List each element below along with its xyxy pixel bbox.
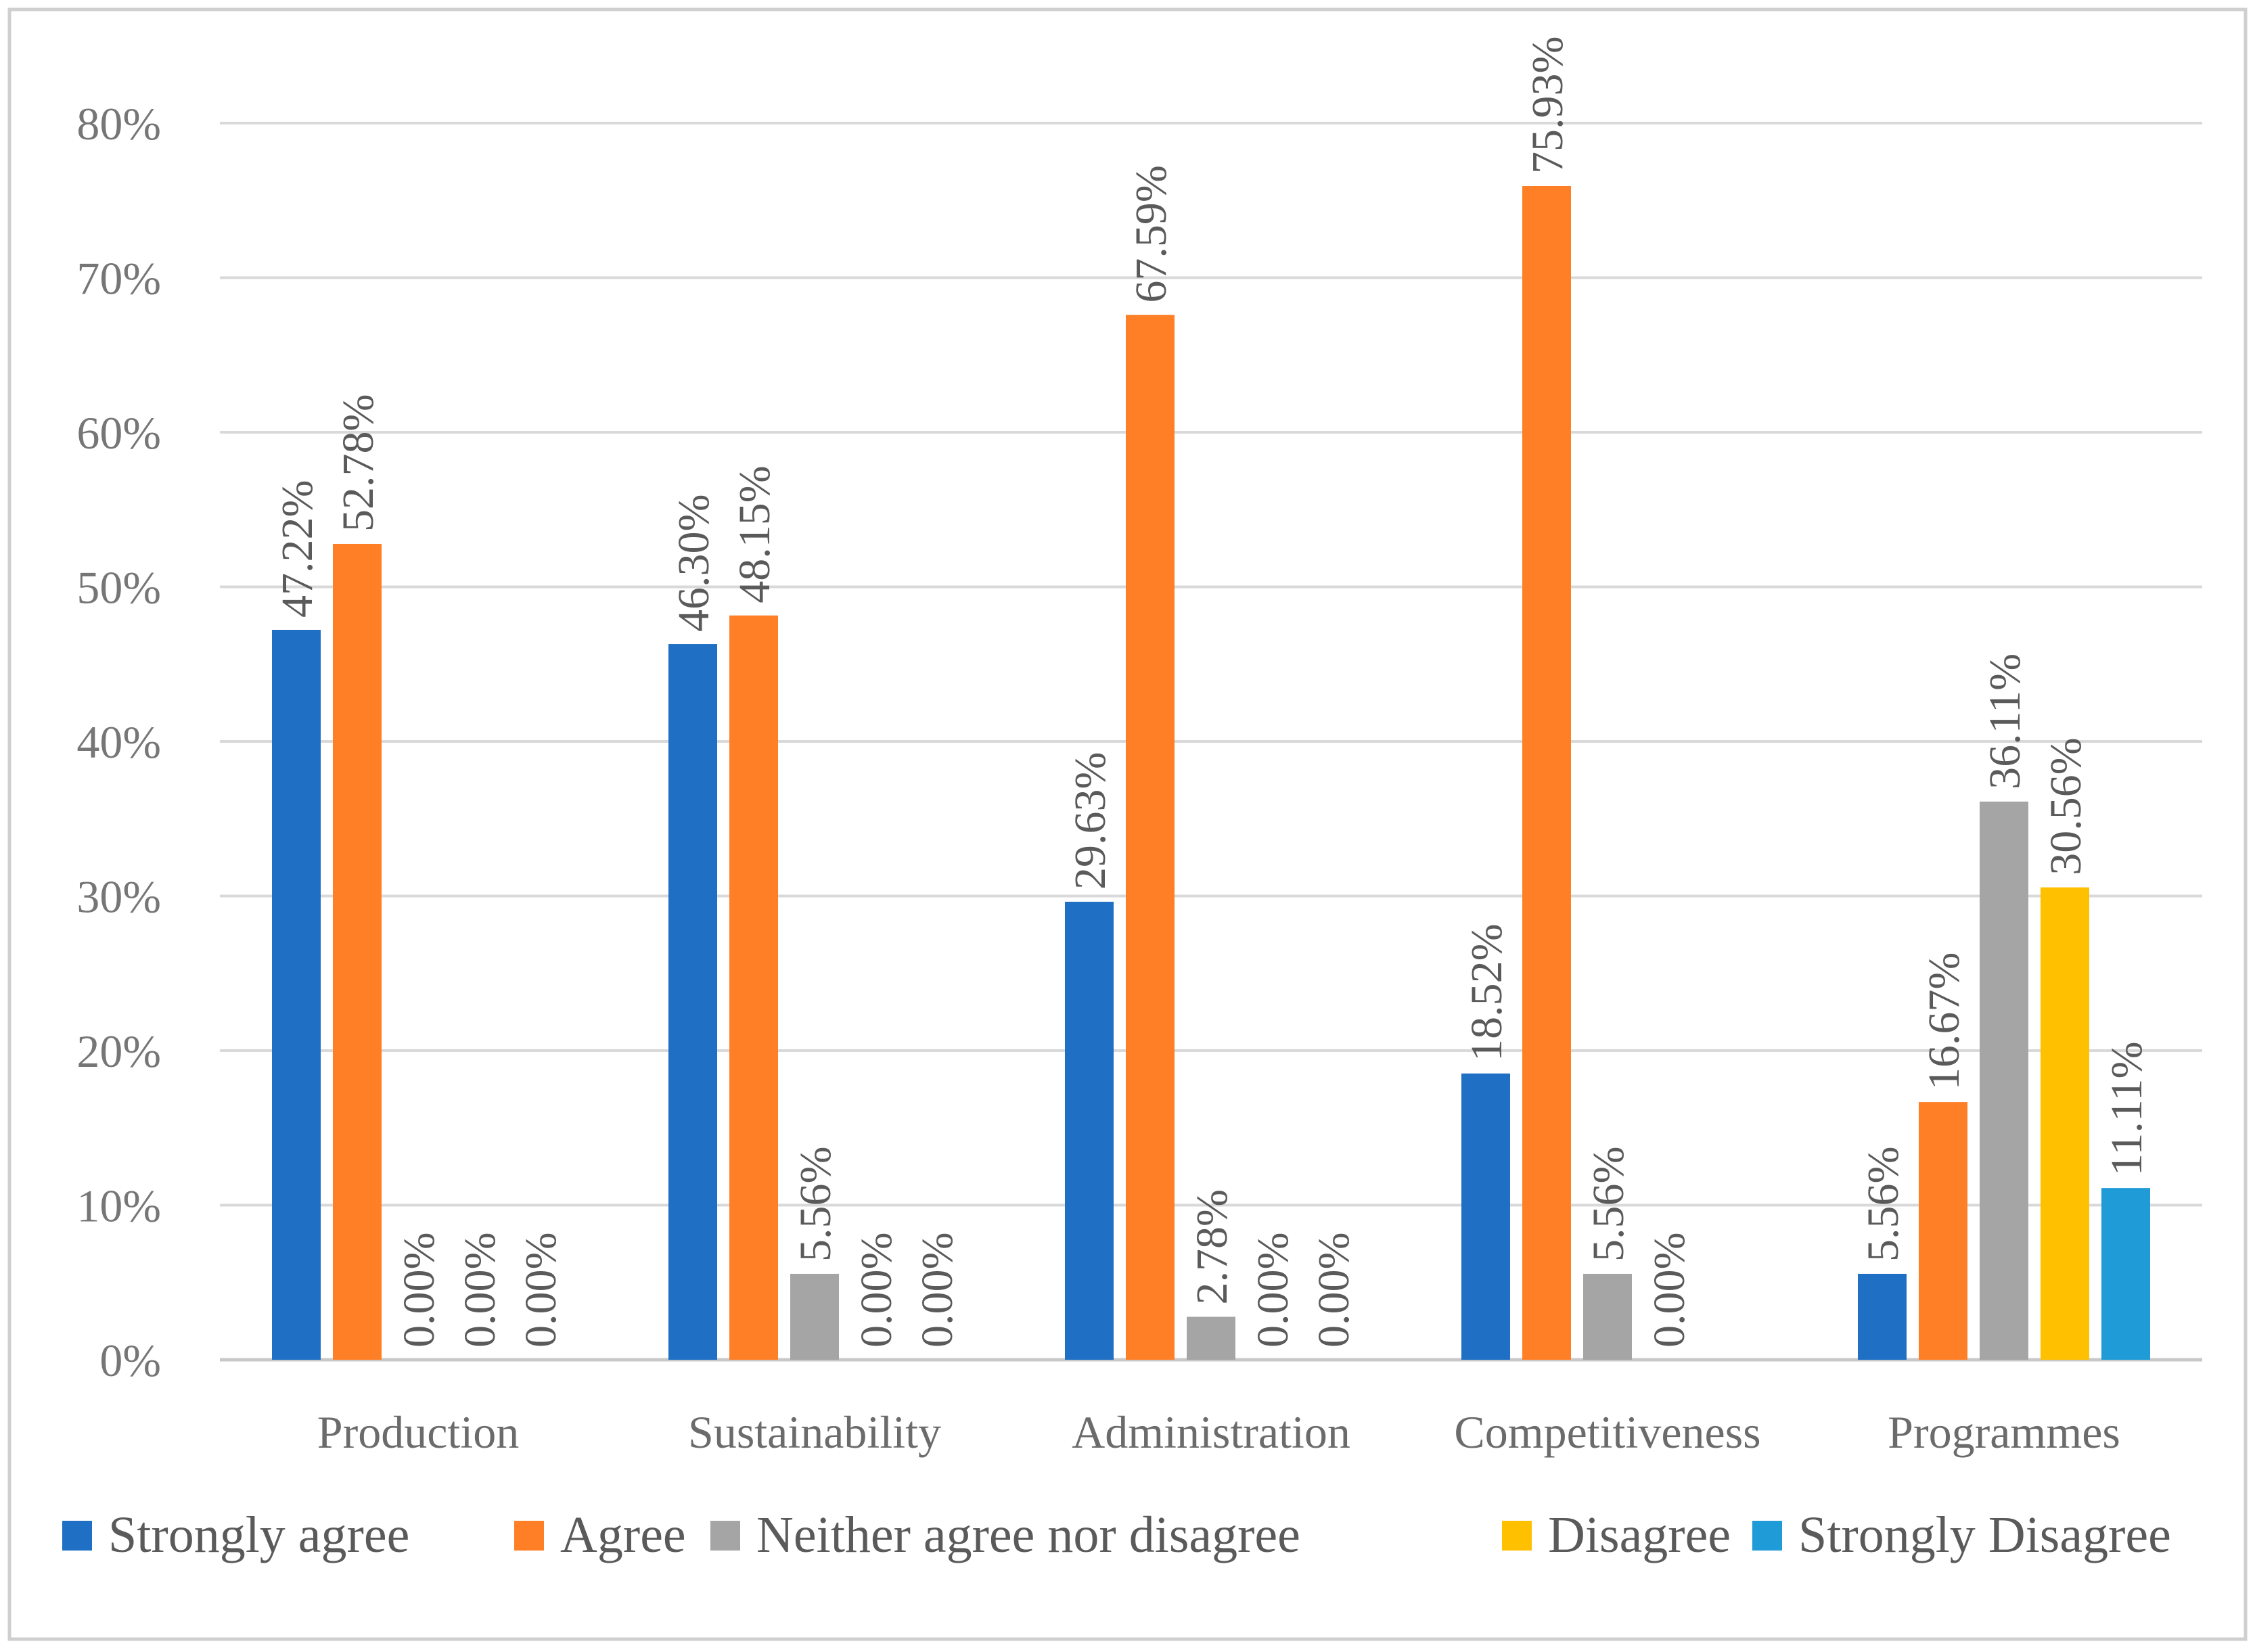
y-tick-label: 60%	[76, 407, 161, 459]
category-axis: Production Sustainability Administration Co…	[317, 1406, 2120, 1458]
bar	[1858, 1273, 1907, 1360]
y-tick-label: 20%	[76, 1026, 161, 1077]
legend-label: Strongly agree	[108, 1507, 409, 1563]
data-label: 47.22%	[273, 480, 322, 618]
bar	[272, 630, 321, 1360]
data-label: 0.00%	[913, 1233, 962, 1348]
data-label: 0.00%	[1645, 1233, 1694, 1348]
bar	[668, 644, 717, 1360]
data-labels: 47.22%52.78%0.00% 0.00% 0.00%46.30% 48.15%5…	[273, 37, 2151, 1348]
data-label: 2.78%	[1187, 1189, 1237, 1304]
bar	[1065, 901, 1114, 1360]
legend-swatch	[514, 1521, 544, 1551]
legend-label: Strongly Disagree	[1798, 1507, 2171, 1563]
data-label: 0.00%	[516, 1233, 566, 1348]
data-label: 67.59%	[1126, 165, 1176, 302]
legend-label: Agree	[560, 1507, 686, 1563]
y-tick-label: 0%	[99, 1335, 161, 1386]
data-label: 46.30%	[669, 495, 719, 632]
bar	[333, 543, 382, 1360]
data-label: 48.15%	[730, 465, 779, 603]
bar	[1461, 1073, 1510, 1360]
y-axis-ticks: 0% 10% 20% 30% 40% 50% 60% 70% 80%	[76, 98, 161, 1386]
y-tick-label: 80%	[76, 98, 161, 150]
data-label: 52.78%	[334, 394, 383, 531]
y-tick-label: 10%	[76, 1180, 161, 1232]
data-label: 0.00%	[1309, 1233, 1359, 1348]
data-label: 0.00%	[455, 1233, 505, 1348]
data-label: 36.11%	[1980, 653, 2030, 789]
legend-swatch	[1502, 1521, 1532, 1551]
legend-swatch	[62, 1521, 92, 1551]
y-tick-label: 30%	[76, 871, 161, 923]
data-label: 0.00%	[852, 1233, 901, 1348]
data-label: 29.63%	[1066, 752, 1115, 889]
bar	[1522, 185, 1571, 1360]
data-label: 16.67%	[1919, 953, 1969, 1090]
category-label: Production	[317, 1406, 519, 1458]
data-label: 11.11%	[2102, 1042, 2151, 1176]
data-label: 0.00%	[1248, 1233, 1298, 1348]
data-label: 75.93%	[1523, 37, 1572, 174]
category-label: Programmes	[1888, 1406, 2120, 1458]
y-tick-label: 70%	[76, 253, 161, 304]
category-label: Administration	[1072, 1406, 1350, 1458]
bar	[1126, 315, 1175, 1360]
data-label: 0.00%	[394, 1233, 444, 1348]
bar	[2101, 1188, 2150, 1360]
data-label: 5.56%	[1859, 1146, 1908, 1261]
bar	[1919, 1102, 1967, 1360]
data-label: 18.52%	[1462, 923, 1511, 1061]
data-label: 5.56%	[791, 1146, 840, 1261]
legend-swatch	[1752, 1521, 1782, 1551]
bar	[1187, 1316, 1235, 1360]
bar	[1583, 1273, 1632, 1360]
legend-label: Disagree	[1548, 1507, 1731, 1563]
bars	[272, 185, 2150, 1360]
bar	[790, 1273, 839, 1360]
legend: Strongly agree Agree Neither agree nor dis…	[62, 1507, 2171, 1563]
y-tick-label: 50%	[76, 562, 161, 614]
bar	[1980, 801, 2028, 1360]
legend-label: Neither agree nor disagree	[756, 1507, 1300, 1563]
data-label: 30.56%	[2041, 737, 2091, 875]
legend-swatch	[710, 1521, 740, 1551]
bar	[2041, 887, 2089, 1360]
y-tick-label: 40%	[76, 716, 161, 768]
category-label: Sustainability	[688, 1406, 941, 1458]
bar	[729, 615, 778, 1360]
category-label: Competitiveness	[1454, 1406, 1760, 1458]
data-label: 5.56%	[1584, 1146, 1633, 1261]
